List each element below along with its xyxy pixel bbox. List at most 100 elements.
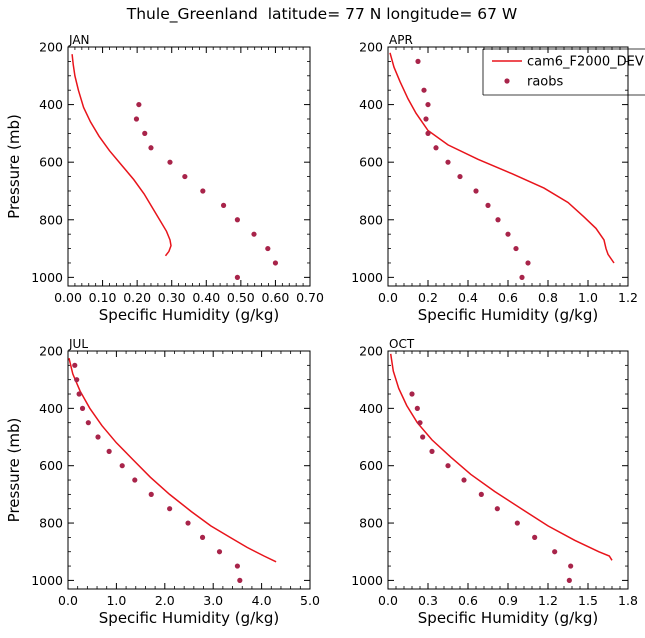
raobs-point <box>478 491 484 497</box>
x-axis-title: Specific Humidity (g/kg) <box>99 306 279 324</box>
raobs-point <box>106 448 112 454</box>
x-tick-label: 4.0 <box>252 593 272 608</box>
panel-label: OCT <box>389 337 415 351</box>
raobs-point <box>425 101 431 108</box>
raobs-point <box>423 116 429 122</box>
y-tick-label: 1000 <box>351 573 383 588</box>
y-tick-label: 600 <box>39 458 63 473</box>
y-tick-label: 400 <box>359 97 383 112</box>
y-axis-title: Pressure (mb) <box>5 114 23 219</box>
raobs-point <box>142 130 148 136</box>
raobs-point <box>79 405 86 411</box>
y-tick-label: 600 <box>39 155 63 170</box>
raobs-point <box>216 549 223 555</box>
raobs-point <box>85 420 91 426</box>
raobs-point <box>199 534 206 540</box>
x-tick-label: 0.60 <box>262 290 290 305</box>
raobs-point <box>445 463 451 469</box>
raobs-point <box>532 534 538 540</box>
model-profile-line <box>389 52 615 264</box>
panel-oct: OCT 0.0 0.3 0.6 0.9 1.2 1.5 1.8 200 400 600 800 1000… <box>351 337 638 627</box>
x-tick-label: 0.30 <box>158 290 186 305</box>
x-tick-label: 0.2 <box>418 290 438 305</box>
y-tick-label: 200 <box>39 344 63 359</box>
raobs-point <box>185 520 191 526</box>
raobs-point <box>457 173 463 180</box>
raobs-point <box>182 173 188 180</box>
x-tick-label: 0.6 <box>498 290 518 305</box>
plot-frame <box>67 350 311 590</box>
raobs-point <box>200 188 206 194</box>
y-tick-label: 1000 <box>351 270 383 285</box>
plot-frame <box>387 350 629 590</box>
raobs-point <box>494 506 500 512</box>
raobs-point <box>95 434 101 440</box>
panel-jul: JUL 0.0 1.0 2.0 3.0 4.0 5.0 200 400 600 800 1000 Spe… <box>5 337 320 627</box>
raobs-point <box>519 274 525 280</box>
figure-title: Thule_Greenland latitude= 77 N longitude… <box>126 5 517 24</box>
raobs-point <box>473 188 479 194</box>
raobs-point <box>136 101 142 108</box>
raobs-point <box>265 245 271 252</box>
y-tick-label: 200 <box>39 40 63 55</box>
x-tick-label: 0.0 <box>378 593 398 608</box>
raobs-point <box>132 477 138 483</box>
y-axis-title: Pressure (mb) <box>5 418 23 523</box>
raobs-point <box>425 130 431 136</box>
y-tick-label: 1000 <box>31 573 63 588</box>
raobs-point <box>485 202 491 208</box>
raobs-point <box>234 217 240 223</box>
raobs-point <box>148 145 154 151</box>
panel-label: JAN <box>68 33 90 47</box>
raobs-point <box>167 159 173 165</box>
raobs-point <box>505 231 511 237</box>
raobs-point <box>237 577 243 583</box>
y-tick-label: 800 <box>359 212 383 227</box>
raobs-point <box>421 87 427 93</box>
raobs-point <box>461 477 467 483</box>
raobs-point <box>420 434 426 440</box>
x-tick-label: 3.0 <box>203 593 223 608</box>
x-tick-label: 0.20 <box>123 290 151 305</box>
raobs-point <box>220 202 227 208</box>
raobs-point <box>514 520 520 526</box>
panel-apr: APR 0.0 0.2 0.4 0.6 0.8 1.0 1.2 200 400 600 800 1000… <box>351 33 645 324</box>
x-axis-title: Specific Humidity (g/kg) <box>99 609 279 627</box>
x-tick-label: 1.2 <box>618 290 638 305</box>
y-tick-label: 600 <box>359 155 383 170</box>
legend-obs-swatch <box>504 78 510 84</box>
x-tick-label: 0.8 <box>538 290 558 305</box>
raobs-point <box>272 260 279 266</box>
raobs-point <box>234 563 240 569</box>
raobs-point <box>72 362 78 368</box>
y-tick-label: 400 <box>39 97 63 112</box>
model-profile-line <box>71 54 172 257</box>
y-tick-label: 800 <box>359 516 383 531</box>
y-tick-label: 400 <box>39 401 63 416</box>
raobs-point <box>417 420 423 426</box>
y-tick-label: 800 <box>39 212 63 227</box>
legend-model-label: cam6_F2000_DEV <box>527 55 644 70</box>
panel-label: JUL <box>68 337 88 351</box>
x-tick-label: 0.3 <box>418 593 438 608</box>
raobs-point <box>525 260 531 266</box>
raobs-point <box>133 116 140 122</box>
x-tick-label: 1.0 <box>578 290 598 305</box>
model-profile-line <box>68 358 277 563</box>
y-tick-label: 1000 <box>31 270 63 285</box>
raobs-point <box>513 245 519 252</box>
x-tick-label: 0.4 <box>458 290 478 305</box>
y-tick-label: 800 <box>39 516 63 531</box>
x-tick-label: 1.5 <box>578 593 598 608</box>
x-tick-label: 0.10 <box>89 290 117 305</box>
y-tick-label: 600 <box>359 458 383 473</box>
y-tick-label: 400 <box>359 401 383 416</box>
raobs-point <box>566 577 572 583</box>
raobs-point <box>429 448 435 454</box>
raobs-point <box>568 563 574 569</box>
x-tick-label: 2.0 <box>155 593 175 608</box>
x-tick-label: 0.6 <box>458 593 478 608</box>
x-tick-label: 5.0 <box>300 593 320 608</box>
